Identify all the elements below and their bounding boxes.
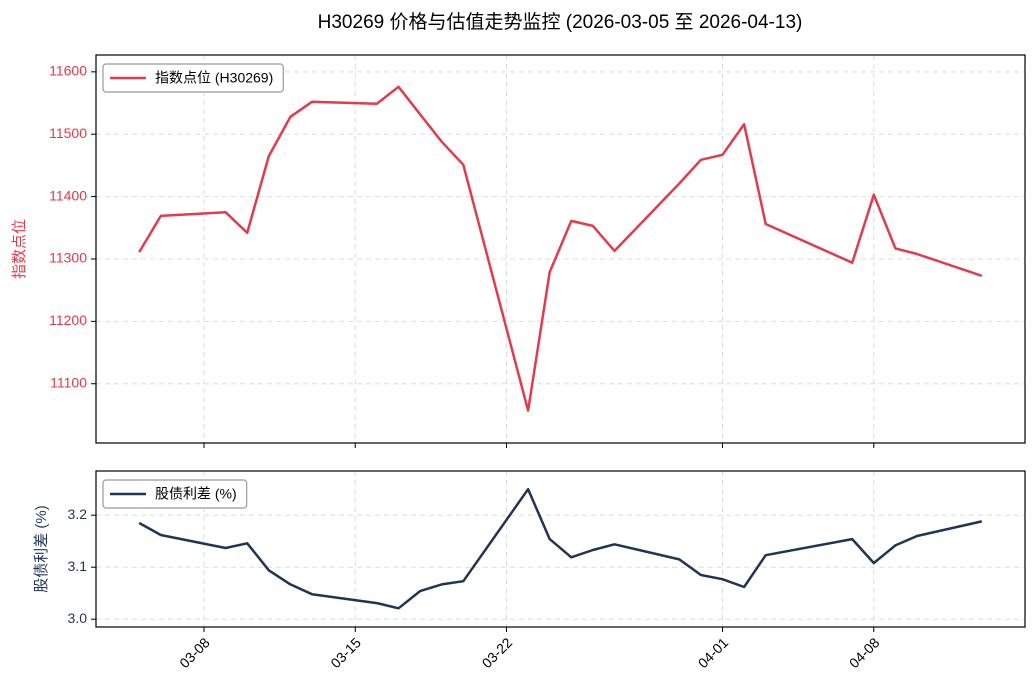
- legend-label: 股债利差 (%): [155, 486, 237, 502]
- y-tick-label: 11400: [49, 187, 87, 203]
- plot-frame: [95, 470, 1026, 628]
- y-axis-label: 股债利差 (%): [33, 505, 50, 593]
- y-tick-label: 3.2: [68, 506, 88, 522]
- legend-label: 指数点位 (H30269): [155, 70, 273, 86]
- plot-frame: [95, 54, 1026, 444]
- y-tick-label: 11200: [49, 312, 87, 328]
- y-axis-label: 指数点位: [11, 219, 28, 279]
- legend: 股债利差 (%): [102, 479, 248, 509]
- y-tick-label: 11500: [49, 125, 87, 141]
- legend: 指数点位 (H30269): [102, 63, 284, 93]
- y-tick-label: 11100: [50, 374, 87, 390]
- legend-box: [102, 63, 284, 93]
- series-line: [138, 85, 983, 412]
- y-tick-label: 3.0: [68, 610, 88, 626]
- y-tick-label: 3.1: [68, 558, 88, 574]
- series-line: [138, 487, 983, 610]
- y-tick-label: 11300: [49, 250, 87, 266]
- y-tick-label: 11600: [49, 63, 87, 79]
- legend-box: [102, 479, 248, 509]
- chart-title: H30269 价格与估值走势监控 (2026-03-05 至 2026-04-1…: [318, 11, 803, 33]
